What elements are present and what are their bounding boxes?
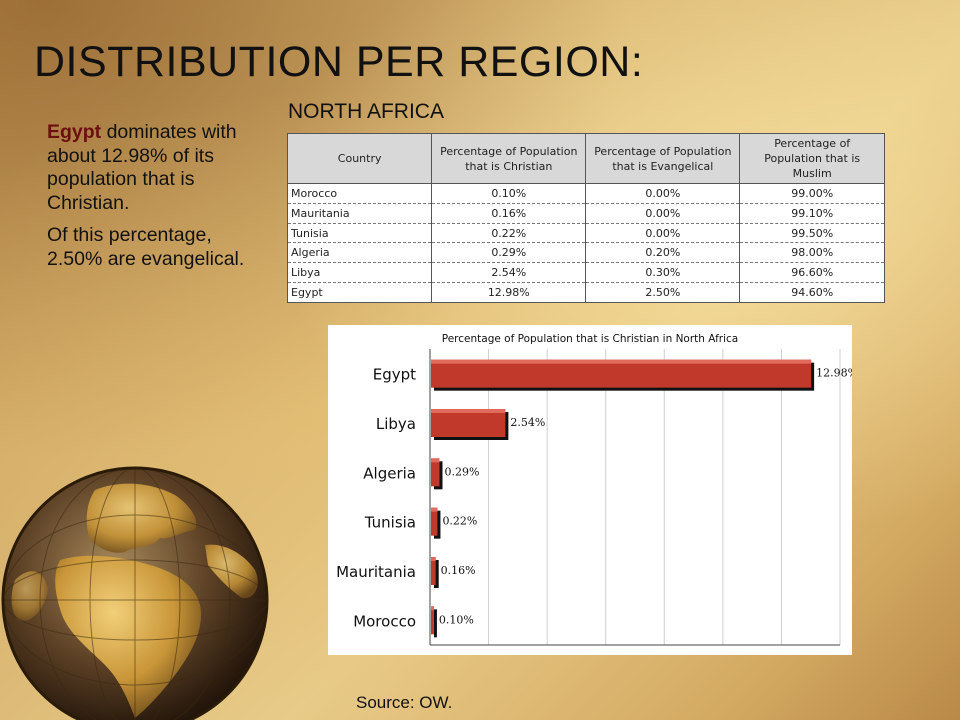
bar-highlight xyxy=(431,606,434,611)
table-cell-evangelical: 2.50% xyxy=(585,282,741,303)
table-header-country: Country xyxy=(286,133,433,184)
data-label: 2.54% xyxy=(510,416,545,429)
slide-title: DISTRIBUTION PER REGION: xyxy=(34,38,644,86)
bar-mauritania xyxy=(431,557,436,585)
bar-morocco xyxy=(431,606,434,635)
data-label: 12.98% xyxy=(816,367,852,380)
table-row: Algeria 0.29% 0.20% 98.00% xyxy=(286,242,885,264)
table-row: Egypt 12.98% 2.50% 94.60% xyxy=(286,282,885,303)
religion-table: Country Percentage of Population that is… xyxy=(286,133,885,303)
category-label: Libya xyxy=(376,415,416,433)
table-row: Libya 2.54% 0.30% 96.60% xyxy=(286,262,885,284)
table-row: Tunisia 0.22% 0.00% 99.50% xyxy=(286,223,885,244)
table-row: Morocco 0.10% 0.00% 99.00% xyxy=(286,183,885,204)
bar-highlight xyxy=(431,359,812,364)
table-cell-muslim: 99.00% xyxy=(739,183,885,204)
summary-paragraph-2: Of this percentage, 2.50% are evangelica… xyxy=(47,224,245,270)
table-cell-country: Libya xyxy=(286,262,433,284)
table-cell-country: Egypt xyxy=(286,282,433,303)
bar-highlight xyxy=(431,507,438,512)
summary-paragraph-1-text: dominates with about 12.98% of its popul… xyxy=(47,121,237,214)
table-cell-country: Morocco xyxy=(286,183,433,204)
table-cell-muslim: 99.50% xyxy=(739,223,885,244)
bar-shadow xyxy=(434,560,439,588)
data-label: 0.29% xyxy=(444,465,479,478)
category-label: Morocco xyxy=(353,612,416,630)
table-header-row: Country Percentage of Population that is… xyxy=(286,133,885,184)
table-row: Mauritania 0.16% 0.00% 99.10% xyxy=(286,203,885,224)
source-note: Source: OW. xyxy=(356,693,453,712)
bar-highlight xyxy=(431,557,436,561)
table-cell-evangelical: 0.30% xyxy=(585,262,741,284)
bar-highlight xyxy=(431,458,440,463)
table-header-muslim: Percentage of Population that is Muslim xyxy=(739,133,885,184)
table-cell-christian: 2.54% xyxy=(431,262,587,284)
category-label: Algeria xyxy=(363,464,416,482)
bar-egypt xyxy=(431,359,812,388)
table-cell-evangelical: 0.20% xyxy=(585,242,741,264)
table-cell-evangelical: 0.00% xyxy=(585,203,741,224)
region-subtitle: NORTH AFRICA xyxy=(288,100,444,123)
bar-shadow xyxy=(434,609,437,638)
highlight-country: Egypt xyxy=(47,121,102,143)
bar-tunisia xyxy=(431,507,438,536)
data-label: 0.16% xyxy=(441,564,476,577)
table-cell-evangelical: 0.00% xyxy=(585,223,741,244)
christian-bar-chart: Percentage of Population that is Christi… xyxy=(328,325,858,655)
table-cell-christian: 0.29% xyxy=(431,242,587,264)
category-label: Mauritania xyxy=(336,563,416,581)
data-label: 0.10% xyxy=(439,613,474,626)
category-label: Egypt xyxy=(373,366,416,384)
table-cell-christian: 0.16% xyxy=(431,203,587,224)
table-header-evangelical: Percentage of Population that is Evangel… xyxy=(585,133,741,184)
table-header-christian: Percentage of Population that is Christi… xyxy=(431,133,587,184)
table-cell-muslim: 94.60% xyxy=(739,282,885,303)
globe-illustration xyxy=(1,466,269,720)
table-cell-country: Mauritania xyxy=(286,203,433,224)
category-label: Tunisia xyxy=(364,514,416,532)
table-cell-country: Tunisia xyxy=(286,223,433,244)
chart-title: Percentage of Population that is Christi… xyxy=(442,333,738,345)
table-cell-muslim: 98.00% xyxy=(739,242,885,264)
table-cell-evangelical: 0.00% xyxy=(585,183,741,204)
bar-algeria xyxy=(431,458,440,487)
table-cell-christian: 12.98% xyxy=(431,282,587,303)
summary-paragraph-1: Egypt dominates with about 12.98% of its… xyxy=(47,121,267,215)
table-cell-country: Algeria xyxy=(286,242,433,264)
table-cell-muslim: 99.10% xyxy=(739,203,885,224)
table-cell-christian: 0.10% xyxy=(431,183,587,204)
bar-highlight xyxy=(431,409,506,413)
summary-text: Egypt dominates with about 12.98% of its… xyxy=(47,121,267,280)
bar-libya xyxy=(431,409,506,437)
table-cell-muslim: 96.60% xyxy=(739,262,885,284)
table-cell-christian: 0.22% xyxy=(431,223,587,244)
chart-canvas: Percentage of Population that is Christi… xyxy=(336,333,858,646)
data-label: 0.22% xyxy=(442,515,477,528)
